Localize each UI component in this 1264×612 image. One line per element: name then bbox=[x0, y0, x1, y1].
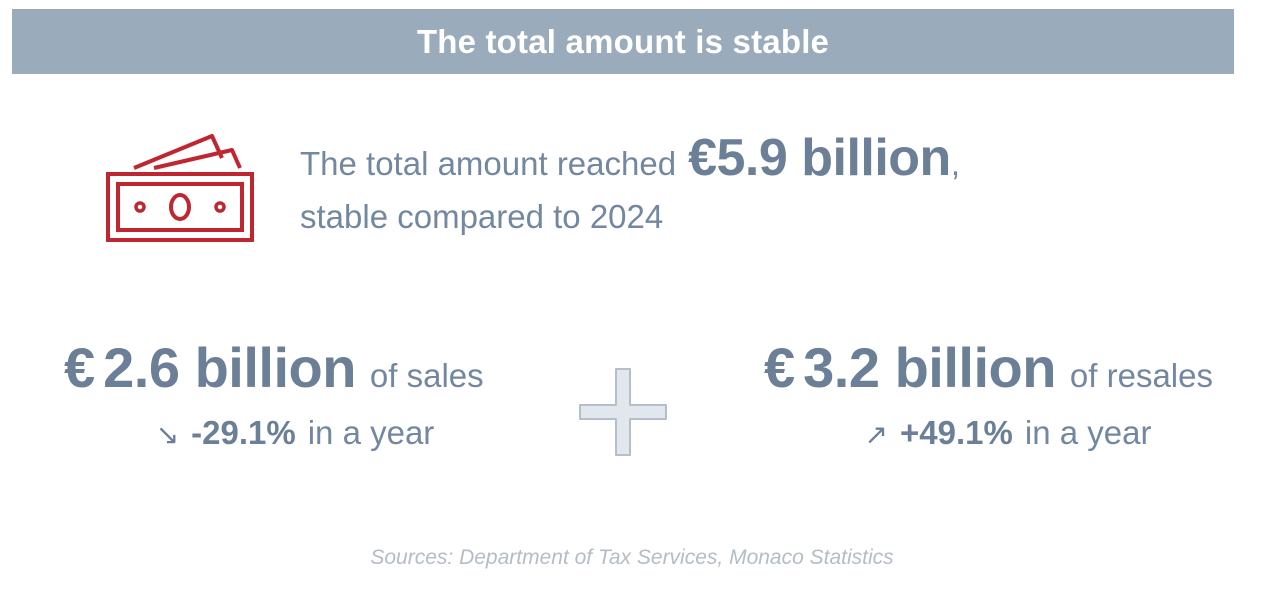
headline-line-2: stable compared to 2024 bbox=[300, 198, 664, 235]
banner-title: The total amount is stable bbox=[416, 22, 830, 60]
source-note: Sources: Department of Tax Services, Mon… bbox=[370, 546, 894, 569]
banknotes-icon bbox=[106, 134, 254, 242]
resales-currency: € bbox=[764, 336, 796, 399]
arrow-down-right-icon: ↘ bbox=[155, 419, 180, 450]
title-banner: The total amount is stable bbox=[12, 9, 1234, 74]
resales-change-suffix: in a year bbox=[1024, 414, 1152, 451]
resales-main: € 3.2 billion of resales bbox=[764, 335, 1252, 400]
resales-change-percent: +49.1% bbox=[900, 414, 1013, 451]
sales-stat: € 2.6 billion of sales ↘ -29.1% in a yea… bbox=[64, 335, 526, 452]
resales-stat: € 3.2 billion of resales ↗ +49.1% in a y… bbox=[764, 335, 1252, 452]
sales-change-percent: -29.1% bbox=[191, 414, 296, 451]
arrow-up-right-icon: ↗ bbox=[864, 419, 889, 450]
headline-comma: , bbox=[950, 145, 960, 182]
resales-label: of resales bbox=[1069, 357, 1213, 394]
headline: The total amount reached €5.9 billion , … bbox=[300, 128, 1200, 236]
sales-currency: € bbox=[64, 336, 96, 399]
sales-change: ↘ -29.1% in a year bbox=[64, 414, 526, 452]
sales-label: of sales bbox=[369, 357, 484, 394]
sales-value: 2.6 billion bbox=[103, 336, 356, 399]
plus-icon bbox=[579, 368, 667, 456]
sales-main: € 2.6 billion of sales bbox=[64, 335, 526, 400]
sales-change-suffix: in a year bbox=[307, 414, 435, 451]
headline-line-1: The total amount reached €5.9 billion , bbox=[300, 128, 1200, 188]
headline-prefix: The total amount reached bbox=[300, 145, 677, 182]
resales-value: 3.2 billion bbox=[803, 336, 1056, 399]
headline-amount: €5.9 billion bbox=[688, 129, 951, 187]
resales-change: ↗ +49.1% in a year bbox=[764, 414, 1252, 452]
